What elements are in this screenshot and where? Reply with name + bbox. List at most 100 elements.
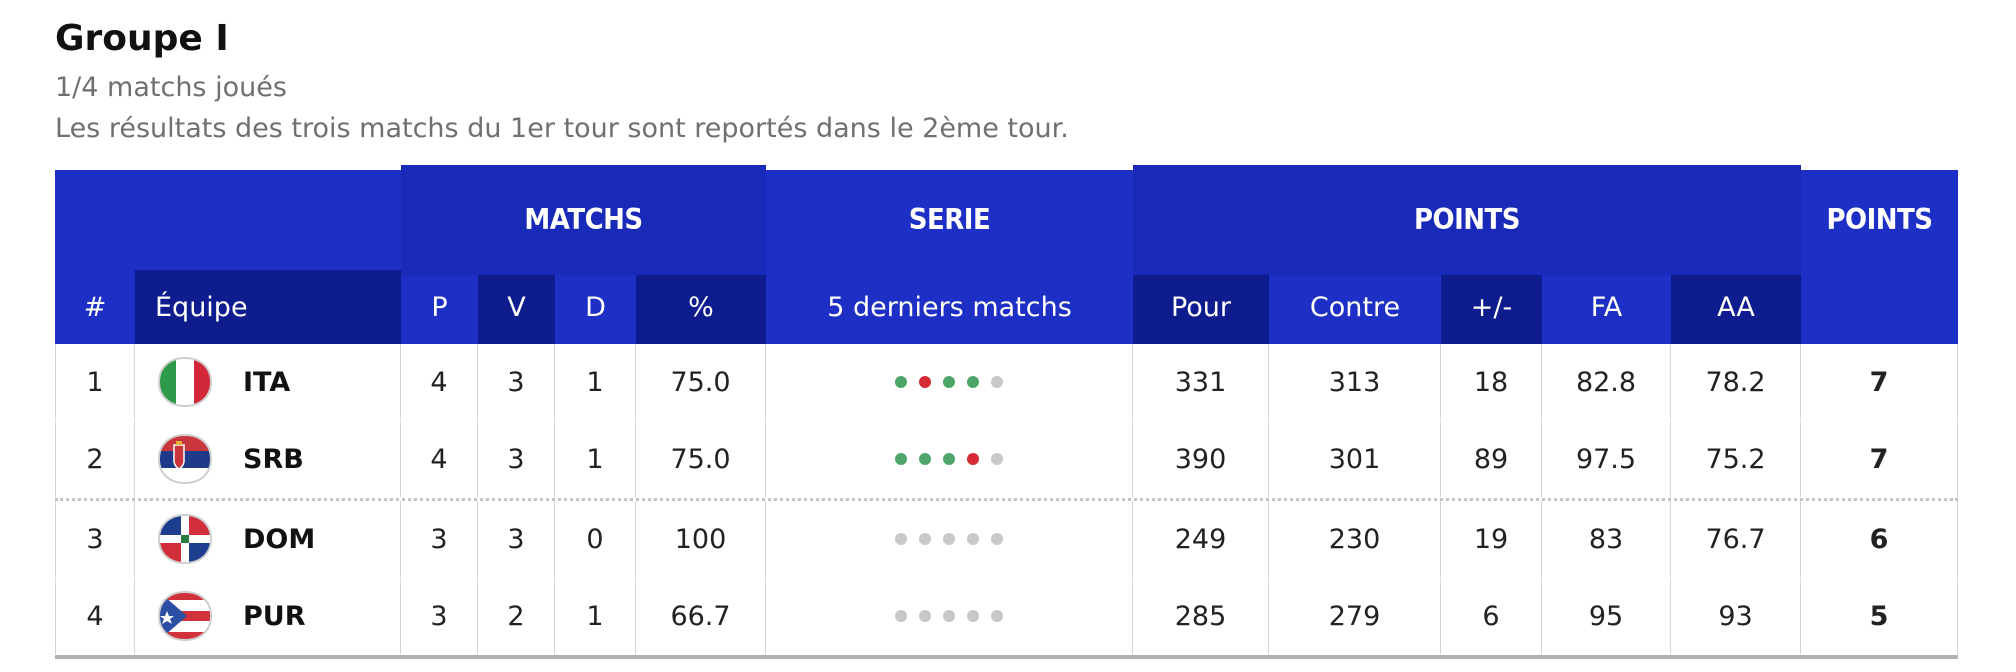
- points-against-cell: 230: [1269, 501, 1441, 577]
- header-matchs: MATCHS: [401, 165, 766, 275]
- losses-cell: 0: [555, 501, 636, 577]
- form-win-dot: [895, 376, 907, 388]
- form-dots: [895, 533, 1003, 545]
- table-row[interactable]: 3 DOM 3 3 0 100 249 230 19 83: [55, 501, 1958, 578]
- col-losses[interactable]: D: [555, 270, 636, 344]
- pct-cell: 66.7: [636, 578, 766, 654]
- diff-cell: 19: [1441, 501, 1542, 577]
- table-row[interactable]: 1 ITA 4 3 1 75.0 331 313 18 82.8 78.2 7: [55, 344, 1958, 421]
- points-for-cell: 285: [1133, 578, 1269, 654]
- total-points-cell: 6: [1801, 501, 1958, 577]
- form-dots: [895, 376, 1003, 388]
- form-dots: [895, 453, 1003, 465]
- header-group-row: MATCHS SERIE POINTS POINTS: [55, 165, 1958, 275]
- diff-cell: 18: [1441, 344, 1542, 420]
- team-code[interactable]: PUR: [243, 600, 306, 632]
- form-win-dot: [919, 453, 931, 465]
- aa-cell: 76.7: [1671, 501, 1801, 577]
- pct-cell: 75.0: [636, 344, 766, 420]
- rank-cell: 1: [55, 344, 135, 420]
- form-win-dot: [895, 453, 907, 465]
- losses-cell: 1: [555, 421, 636, 497]
- team-code[interactable]: DOM: [243, 523, 316, 555]
- points-against-cell: 313: [1269, 344, 1441, 420]
- form-win-dot: [943, 453, 955, 465]
- form-empty-dot: [943, 610, 955, 622]
- team-cell[interactable]: SRB: [135, 421, 401, 497]
- played-cell: 4: [401, 421, 478, 497]
- col-fa[interactable]: FA: [1542, 270, 1671, 344]
- rank-cell: 3: [55, 501, 135, 577]
- points-for-cell: 331: [1133, 344, 1269, 420]
- italy-flag-icon: [157, 356, 213, 408]
- form-empty-dot: [919, 533, 931, 545]
- fa-cell: 95: [1542, 578, 1671, 654]
- fa-cell: 97.5: [1542, 421, 1671, 497]
- points-against-cell: 279: [1269, 578, 1441, 654]
- matches-played: 1/4 matchs joués: [55, 72, 287, 103]
- form-empty-dot: [967, 533, 979, 545]
- col-diff[interactable]: +/-: [1441, 270, 1542, 344]
- form-empty-dot: [943, 533, 955, 545]
- played-cell: 3: [401, 578, 478, 654]
- team-code[interactable]: ITA: [243, 366, 291, 398]
- col-points-for[interactable]: Pour: [1133, 270, 1269, 344]
- team-code[interactable]: SRB: [243, 443, 304, 475]
- total-points-cell: 7: [1801, 344, 1958, 420]
- col-played[interactable]: P: [401, 270, 478, 344]
- total-points-cell: 5: [1801, 578, 1958, 654]
- col-total-points[interactable]: [1801, 270, 1958, 344]
- serbia-flag-icon: [157, 433, 213, 485]
- diff-cell: 89: [1441, 421, 1542, 497]
- total-points-cell: 7: [1801, 421, 1958, 497]
- form-cell: [766, 501, 1133, 577]
- team-cell[interactable]: DOM: [135, 501, 401, 577]
- played-cell: 4: [401, 344, 478, 420]
- points-for-cell: 390: [1133, 421, 1269, 497]
- form-cell: [766, 344, 1133, 420]
- pct-cell: 100: [636, 501, 766, 577]
- wins-cell: 3: [478, 344, 555, 420]
- col-wins[interactable]: V: [478, 270, 555, 344]
- points-for-cell: 249: [1133, 501, 1269, 577]
- rank-cell: 2: [55, 421, 135, 497]
- fa-cell: 83: [1542, 501, 1671, 577]
- table-row[interactable]: 2 SRB 4 3 1 75.0 390 301 89 97.5 75.2: [55, 421, 1958, 498]
- rank-cell: 4: [55, 578, 135, 654]
- dominican-republic-flag-icon: [157, 513, 213, 565]
- aa-cell: 93: [1671, 578, 1801, 654]
- points-against-cell: 301: [1269, 421, 1441, 497]
- aa-cell: 78.2: [1671, 344, 1801, 420]
- form-empty-dot: [991, 610, 1003, 622]
- col-aa[interactable]: AA: [1671, 270, 1801, 344]
- col-last-five: 5 derniers matchs: [766, 270, 1133, 344]
- form-empty-dot: [991, 533, 1003, 545]
- form-loss-dot: [967, 453, 979, 465]
- losses-cell: 1: [555, 344, 636, 420]
- header-points: POINTS: [1133, 165, 1801, 275]
- team-cell[interactable]: PUR: [135, 578, 401, 654]
- col-team[interactable]: Équipe: [135, 270, 401, 344]
- form-empty-dot: [919, 610, 931, 622]
- wins-cell: 3: [478, 501, 555, 577]
- pct-cell: 75.0: [636, 421, 766, 497]
- table-bottom-rule: [55, 655, 1958, 659]
- team-cell[interactable]: ITA: [135, 344, 401, 420]
- group-title: Groupe I: [55, 18, 229, 59]
- col-points-against[interactable]: Contre: [1269, 270, 1441, 344]
- standings-table: MATCHS SERIE POINTS POINTS # Équipe P V …: [55, 165, 1958, 659]
- col-win-pct[interactable]: %: [636, 270, 766, 344]
- form-cell: [766, 421, 1133, 497]
- header-serie: SERIE: [908, 203, 991, 237]
- fa-cell: 82.8: [1542, 344, 1671, 420]
- form-empty-dot: [991, 376, 1003, 388]
- table-row[interactable]: 4 PUR 3 2 1 66.7 285 279 6 95: [55, 578, 1958, 655]
- header-blank: [55, 165, 401, 275]
- col-rank[interactable]: #: [55, 270, 135, 344]
- form-empty-dot: [967, 610, 979, 622]
- qualification-divider: [55, 498, 1958, 501]
- form-empty-dot: [895, 533, 907, 545]
- aa-cell: 75.2: [1671, 421, 1801, 497]
- form-win-dot: [967, 376, 979, 388]
- puerto-rico-flag-icon: [157, 590, 213, 642]
